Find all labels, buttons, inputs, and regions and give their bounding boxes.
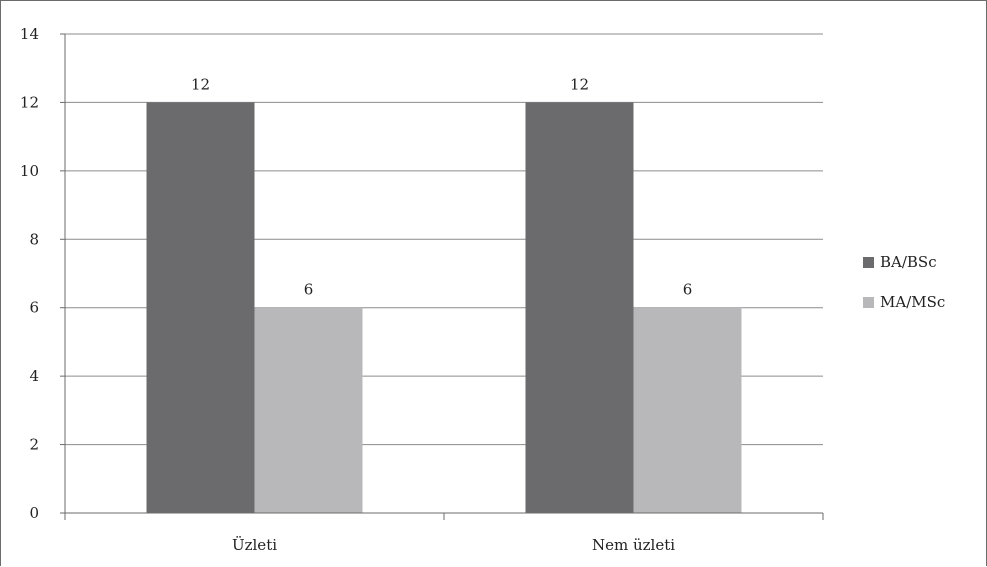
- y-tick-label: 10: [20, 162, 39, 180]
- bar-ba-bsc-2: [525, 102, 634, 513]
- legend: BA/BSc MA/MSc: [863, 253, 945, 311]
- data-label: 12: [191, 75, 210, 93]
- y-tick-label: 6: [29, 299, 39, 317]
- y-tick-label: 4: [29, 367, 39, 385]
- y-tick-label: 0: [29, 504, 39, 522]
- legend-label: BA/BSc: [880, 253, 937, 271]
- data-labels: 12 6 12 6: [191, 75, 692, 298]
- data-label: 6: [304, 281, 314, 299]
- y-tick-label: 14: [20, 25, 39, 43]
- y-tick-label: 12: [20, 93, 39, 111]
- legend-swatch: [863, 257, 874, 268]
- data-label: 6: [683, 281, 693, 299]
- legend-label: MA/MSc: [880, 293, 945, 311]
- x-category-label: Üzleti: [232, 536, 277, 554]
- bar-ba-bsc-1: [146, 102, 255, 513]
- y-axis: 0 2 4 6 8 10 12 14: [20, 25, 66, 522]
- bars: [146, 102, 742, 513]
- bar-ma-msc-2: [633, 307, 742, 513]
- legend-swatch: [863, 297, 874, 308]
- y-tick-label: 2: [29, 436, 39, 454]
- data-label: 12: [570, 75, 589, 93]
- y-tick-label: 8: [29, 230, 39, 248]
- bar-ma-msc-1: [254, 307, 363, 513]
- x-axis: Üzleti Nem üzleti: [64, 512, 824, 554]
- x-category-label: Nem üzleti: [592, 536, 675, 554]
